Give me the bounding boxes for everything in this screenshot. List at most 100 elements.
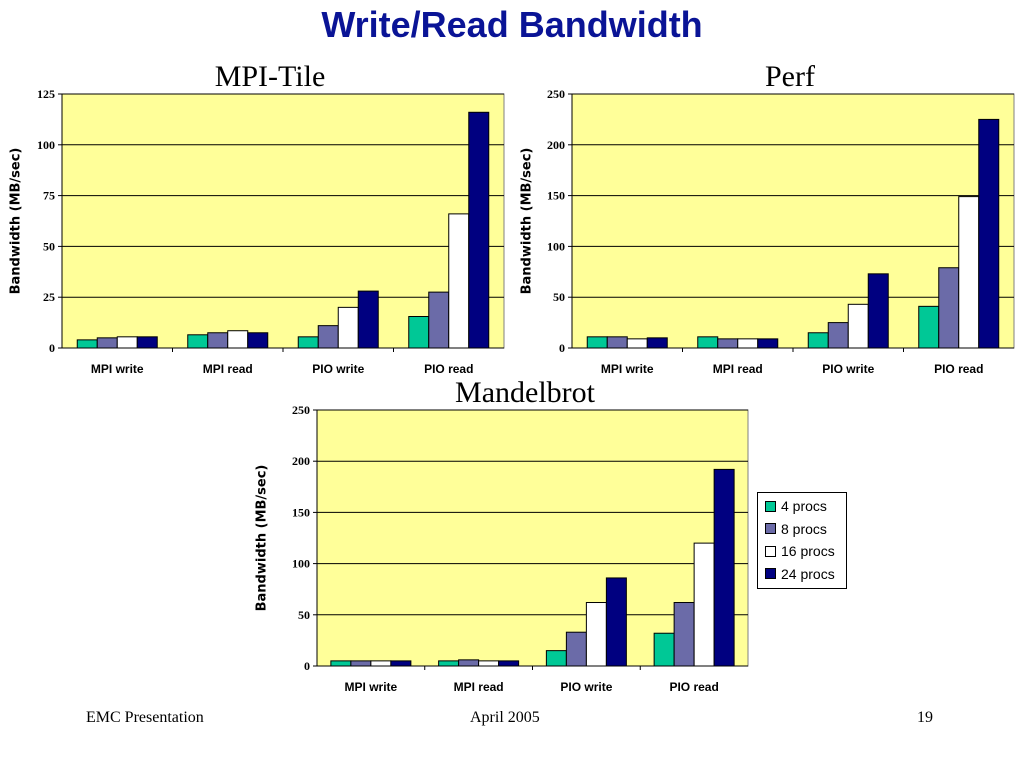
chart-title-mpi-tile: MPI-Tile	[214, 60, 326, 93]
bar	[478, 660, 500, 667]
bar	[337, 306, 359, 349]
bar	[448, 213, 470, 349]
bar	[317, 325, 339, 349]
bar	[673, 602, 695, 667]
bar	[498, 660, 520, 667]
bar	[918, 305, 940, 349]
legend-swatch-8-procs	[765, 523, 776, 535]
y-axis-label: Bandwidth (MB/sec)	[255, 465, 270, 612]
bar	[713, 468, 735, 667]
bar	[96, 337, 118, 349]
chart-legend: 4 procs 8 procs 16 procs 24 procs	[757, 492, 847, 589]
bar	[653, 632, 675, 667]
bar	[938, 267, 960, 349]
bar	[227, 330, 249, 349]
bar	[350, 660, 372, 667]
y-tick-label: 25	[43, 290, 55, 304]
bar	[408, 316, 430, 349]
footer-page-number: 19	[917, 709, 933, 726]
x-tick-label: MPI write	[345, 680, 398, 694]
chart-title-perf: Perf	[765, 60, 815, 93]
y-tick-label: 200	[292, 454, 310, 468]
bar	[76, 339, 98, 349]
y-tick-label: 75	[43, 189, 55, 203]
bar	[586, 336, 608, 349]
bar	[438, 660, 460, 667]
y-tick-label: 0	[49, 341, 55, 355]
bar	[827, 322, 849, 349]
x-tick-label: PIO read	[424, 362, 473, 376]
x-tick-label: MPI write	[91, 362, 144, 376]
x-tick-label: PIO write	[560, 680, 612, 694]
slide-title: Write/Read Bandwidth	[321, 4, 703, 45]
y-tick-label: 100	[37, 138, 55, 152]
legend-label: 8 procs	[781, 520, 827, 537]
x-tick-label: MPI read	[203, 362, 253, 376]
bar	[136, 336, 158, 349]
footer-presentation: EMC Presentation	[86, 709, 204, 726]
bar	[958, 196, 980, 349]
bar	[646, 337, 668, 349]
y-tick-label: 250	[547, 87, 565, 101]
y-tick-label: 50	[298, 608, 310, 622]
x-tick-label: PIO read	[669, 680, 718, 694]
y-axis-label: Bandwidth (MB/sec)	[9, 148, 24, 295]
legend-item: 24 procs	[758, 563, 846, 586]
bar	[187, 334, 209, 349]
bar	[737, 338, 759, 349]
footer-date: April 2005	[470, 709, 540, 726]
bar	[585, 602, 607, 667]
y-tick-label: 50	[43, 239, 55, 253]
bar	[357, 290, 379, 349]
bar	[247, 332, 269, 349]
bar	[116, 336, 138, 349]
legend-swatch-24-procs	[765, 568, 776, 580]
bar	[606, 336, 628, 349]
bar	[207, 332, 229, 349]
x-tick-label: MPI read	[713, 362, 763, 376]
bar	[370, 660, 392, 667]
x-tick-label: MPI write	[601, 362, 654, 376]
y-tick-label: 250	[292, 403, 310, 417]
bar	[330, 660, 352, 667]
bar	[545, 650, 567, 667]
bar	[428, 291, 450, 349]
x-tick-label: PIO read	[934, 362, 983, 376]
bar	[867, 273, 889, 349]
bar	[757, 338, 779, 349]
y-axis-label: Bandwidth (MB/sec)	[520, 148, 535, 295]
bar	[693, 542, 715, 667]
y-tick-label: 125	[37, 87, 55, 101]
legend-label: 4 procs	[781, 498, 827, 515]
x-tick-label: PIO write	[822, 362, 874, 376]
bar	[458, 659, 480, 667]
x-tick-label: PIO write	[312, 362, 364, 376]
chart-title-mandelbrot: Mandelbrot	[455, 376, 595, 409]
x-tick-label: MPI read	[454, 680, 504, 694]
bar	[605, 577, 627, 667]
y-tick-label: 100	[292, 557, 310, 571]
bar	[847, 303, 869, 349]
bar	[978, 118, 1000, 349]
y-tick-label: 0	[559, 341, 565, 355]
legend-label: 24 procs	[781, 565, 835, 582]
bar	[807, 332, 829, 349]
bar	[697, 336, 719, 349]
bar	[565, 631, 587, 667]
bar	[468, 111, 490, 349]
bar	[297, 336, 319, 349]
y-tick-label: 50	[553, 290, 565, 304]
y-tick-label: 100	[547, 239, 565, 253]
legend-item: 8 procs	[758, 518, 846, 541]
y-tick-label: 0	[304, 659, 310, 673]
legend-item: 16 procs	[758, 540, 846, 563]
bar	[390, 660, 412, 667]
legend-swatch-16-procs	[765, 545, 776, 557]
bar	[626, 338, 648, 349]
y-tick-label: 200	[547, 138, 565, 152]
legend-swatch-4-procs	[765, 500, 776, 512]
y-tick-label: 150	[547, 189, 565, 203]
legend-label: 16 procs	[781, 543, 835, 560]
y-tick-label: 150	[292, 505, 310, 519]
